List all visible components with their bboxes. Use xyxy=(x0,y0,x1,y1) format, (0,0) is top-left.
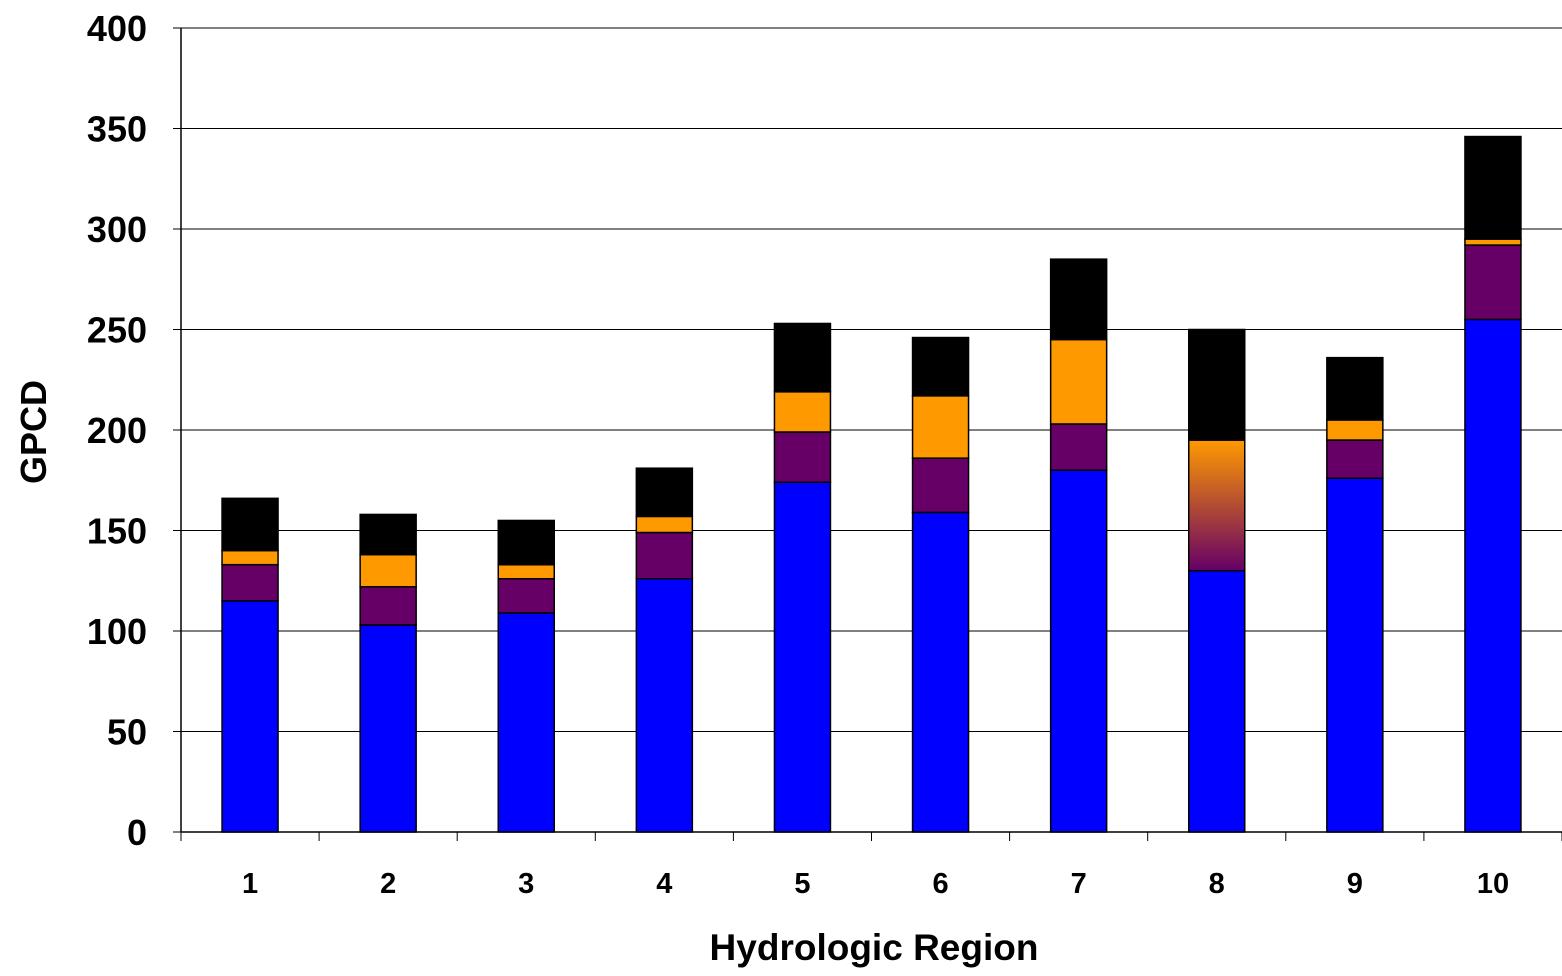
bar-segment xyxy=(221,600,279,833)
labels: 0 50 100 150 200 250 300 350 400 1 2 3 4 5 6 7 8 9 10 xyxy=(87,8,1509,900)
bar-segment xyxy=(497,577,555,614)
bar-segment xyxy=(497,563,555,580)
y-tick-label: 250 xyxy=(87,310,147,351)
bar-segment xyxy=(1049,423,1108,471)
bar-segment xyxy=(221,549,279,566)
bar-segment xyxy=(1049,258,1108,341)
bar-segment xyxy=(497,612,555,833)
bar-segment xyxy=(1188,328,1246,441)
bar-segment xyxy=(635,577,694,833)
x-tick-label: 8 xyxy=(1209,868,1225,900)
bar-segment xyxy=(359,624,417,833)
bar-segment xyxy=(911,457,970,514)
bar-segment xyxy=(1188,439,1246,572)
bar-segment xyxy=(773,481,832,833)
bar-segment xyxy=(1464,318,1522,833)
bar-segment xyxy=(1464,244,1522,321)
x-tick-label: 5 xyxy=(794,868,810,900)
bar-segment xyxy=(1464,135,1522,240)
x-axis-title: Hydrologic Region xyxy=(710,927,1039,968)
y-tick-label: 400 xyxy=(87,8,147,49)
bar-segment xyxy=(359,553,417,588)
bar-segment xyxy=(635,467,694,518)
x-tick-label: 10 xyxy=(1477,868,1509,900)
bar-segment xyxy=(911,395,970,459)
bar-segment xyxy=(497,519,555,566)
x-tick-label: 9 xyxy=(1347,868,1363,900)
bar-segment xyxy=(635,531,694,580)
bar-segment xyxy=(635,515,694,534)
x-tick-label: 4 xyxy=(656,868,672,900)
bars xyxy=(221,135,1522,833)
axes xyxy=(173,27,1562,841)
x-tick-label: 3 xyxy=(518,868,534,900)
bar-segment xyxy=(359,513,417,556)
bar-segment xyxy=(773,322,832,393)
bar-segment xyxy=(1326,439,1384,479)
bar-segment xyxy=(911,336,970,397)
y-axis-title: GPCD xyxy=(13,380,54,484)
y-tick-label: 150 xyxy=(87,511,147,552)
y-tick-label: 100 xyxy=(87,611,147,652)
x-tick-label: 7 xyxy=(1071,868,1087,900)
bar-segment xyxy=(359,586,417,626)
x-tick-label: 1 xyxy=(242,868,258,900)
bar-segment xyxy=(1326,419,1384,441)
bar-segment xyxy=(1464,238,1522,246)
y-tick-label: 50 xyxy=(107,712,147,753)
y-tick-label: 200 xyxy=(87,410,147,451)
y-tick-label: 300 xyxy=(87,209,147,250)
bar-segment xyxy=(221,497,279,552)
bar-segment xyxy=(1326,477,1384,833)
bar-segment xyxy=(1049,469,1108,833)
x-tick-label: 6 xyxy=(932,868,948,900)
bar-segment xyxy=(773,431,832,484)
bar-segment xyxy=(1326,356,1384,421)
bar-segment xyxy=(773,391,832,433)
bar-segment xyxy=(911,511,970,833)
bar-segment xyxy=(1188,569,1246,833)
x-tick-label: 2 xyxy=(380,868,396,900)
y-tick-label: 350 xyxy=(87,109,147,150)
bar-segment xyxy=(221,563,279,602)
bar-segment xyxy=(1049,338,1108,425)
y-tick-label: 0 xyxy=(127,812,147,853)
